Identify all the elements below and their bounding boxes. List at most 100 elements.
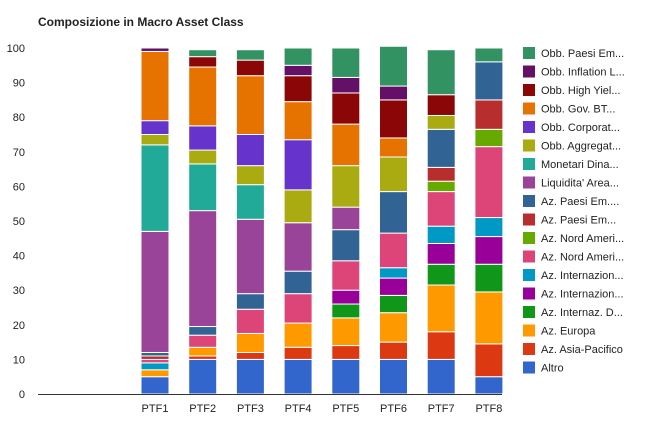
- legend-item[interactable]: Az. Paesi Em....: [523, 195, 619, 208]
- legend-item[interactable]: Az. Nord Ameri...: [523, 250, 624, 264]
- legend-item[interactable]: Obb. Corporat...: [523, 121, 620, 134]
- legend-item[interactable]: Obb. Gov. BT...: [523, 102, 615, 116]
- legend-item[interactable]: Obb. Paesi Em...: [523, 47, 624, 60]
- bar-segment[interactable]: [188, 49, 218, 58]
- bar-segment[interactable]: [188, 66, 218, 127]
- bar-segment[interactable]: [426, 128, 456, 168]
- bar-segment[interactable]: [188, 326, 218, 336]
- bar-segment[interactable]: [474, 99, 504, 130]
- bar-segment[interactable]: [426, 225, 456, 244]
- bar-segment[interactable]: [379, 341, 408, 360]
- legend-item[interactable]: Az. Paesi Em...: [523, 213, 616, 227]
- legend-item[interactable]: Monetari Dina...: [523, 158, 619, 171]
- bar-segment[interactable]: [379, 294, 408, 314]
- bar-segment[interactable]: [474, 61, 504, 101]
- bar-segment[interactable]: [188, 125, 218, 151]
- bar-segment[interactable]: [235, 165, 265, 186]
- bar-segment[interactable]: [331, 123, 361, 167]
- bar-segment[interactable]: [283, 189, 313, 224]
- bar-segment[interactable]: [426, 94, 456, 116]
- bar-segment[interactable]: [426, 242, 456, 265]
- bar-segment[interactable]: [379, 156, 408, 193]
- legend-item[interactable]: Az. Nord Ameri...: [523, 232, 624, 245]
- bar-segment[interactable]: [188, 355, 218, 360]
- legend-item[interactable]: Altro: [523, 361, 564, 375]
- bar-segment[interactable]: [379, 267, 408, 279]
- bar-segment[interactable]: [379, 232, 408, 269]
- bar-segment[interactable]: [426, 166, 456, 182]
- bar-segment[interactable]: [331, 76, 361, 94]
- bar-segment[interactable]: [331, 229, 361, 262]
- bar-segment[interactable]: [426, 331, 456, 360]
- bar-segment[interactable]: [140, 358, 170, 364]
- legend[interactable]: Obb. Paesi Em... Obb. Inflation L... Obb. …: [523, 47, 625, 375]
- bar-segment[interactable]: [331, 358, 361, 395]
- bar-segment[interactable]: [235, 134, 265, 167]
- bar-segment[interactable]: [140, 120, 170, 136]
- bar-segment[interactable]: [283, 270, 313, 295]
- bar-segment[interactable]: [283, 222, 313, 272]
- bar-stack-ptf6[interactable]: [379, 45, 408, 395]
- bar-segment[interactable]: [379, 191, 408, 234]
- bar-segment[interactable]: [188, 56, 218, 68]
- bar-segment[interactable]: [235, 358, 265, 395]
- bar-segment[interactable]: [331, 317, 361, 347]
- bar-segment[interactable]: [283, 139, 313, 191]
- legend-item[interactable]: Az. Internaz. D...: [523, 306, 623, 319]
- bar-segment[interactable]: [140, 144, 170, 232]
- bar-segment[interactable]: [140, 47, 170, 52]
- bar-segment[interactable]: [140, 134, 170, 146]
- bar-segment[interactable]: [474, 47, 504, 63]
- bar-segment[interactable]: [379, 277, 408, 296]
- bar-segment[interactable]: [235, 293, 265, 310]
- bar-segment[interactable]: [331, 345, 361, 360]
- bar-segment[interactable]: [331, 92, 361, 125]
- bar-segment[interactable]: [426, 191, 456, 227]
- bar-segment[interactable]: [188, 334, 218, 348]
- bar-segment[interactable]: [474, 291, 504, 345]
- bar-segment[interactable]: [474, 343, 504, 378]
- legend-item[interactable]: Az. Asia-Pacifico: [523, 343, 623, 356]
- bar-segment[interactable]: [379, 45, 408, 87]
- bar-segment[interactable]: [188, 346, 218, 357]
- bar-stack-ptf4[interactable]: [283, 47, 313, 395]
- bar-segment[interactable]: [235, 351, 265, 360]
- bar-segment[interactable]: [426, 358, 456, 395]
- bar-segment[interactable]: [140, 376, 170, 395]
- bar-segment[interactable]: [283, 75, 313, 103]
- bar-stack-ptf2[interactable]: [188, 49, 218, 395]
- bar-stack-ptf3[interactable]: [235, 49, 265, 395]
- bar-segment[interactable]: [426, 114, 456, 130]
- legend-item[interactable]: Obb. Aggregat...: [523, 139, 621, 153]
- bar-segment[interactable]: [188, 163, 218, 212]
- bar-segment[interactable]: [426, 180, 456, 193]
- bar-segment[interactable]: [426, 49, 456, 96]
- bar-segment[interactable]: [474, 263, 504, 293]
- bar-segment[interactable]: [140, 369, 170, 378]
- bar-segment[interactable]: [379, 312, 408, 343]
- bar-segment[interactable]: [331, 289, 361, 305]
- bar-segment[interactable]: [379, 85, 408, 101]
- bar-segment[interactable]: [235, 49, 265, 61]
- bar-segment[interactable]: [283, 64, 313, 77]
- bar-stack-ptf5[interactable]: [331, 47, 361, 395]
- bar-segment[interactable]: [235, 218, 265, 295]
- bar-segment[interactable]: [283, 293, 313, 324]
- bar-segment[interactable]: [140, 362, 170, 371]
- bar-segment[interactable]: [283, 358, 313, 395]
- bar-segment[interactable]: [235, 75, 265, 135]
- bar-segment[interactable]: [474, 146, 504, 219]
- bar-segment[interactable]: [379, 99, 408, 139]
- bar-segment[interactable]: [283, 101, 313, 141]
- legend-item[interactable]: Az. Europa: [523, 324, 596, 338]
- legend-item[interactable]: Az. Internazion...: [523, 287, 624, 301]
- bar-segment[interactable]: [331, 47, 361, 78]
- legend-item[interactable]: Az. Internazion...: [523, 269, 624, 282]
- bar-segment[interactable]: [331, 206, 361, 231]
- bar-segment[interactable]: [283, 47, 313, 66]
- bar-segment[interactable]: [331, 260, 361, 291]
- bar-segment[interactable]: [474, 217, 504, 238]
- bar-segment[interactable]: [283, 322, 313, 348]
- bar-segment[interactable]: [331, 165, 361, 208]
- legend-item[interactable]: Liquidita' Area...: [523, 176, 619, 190]
